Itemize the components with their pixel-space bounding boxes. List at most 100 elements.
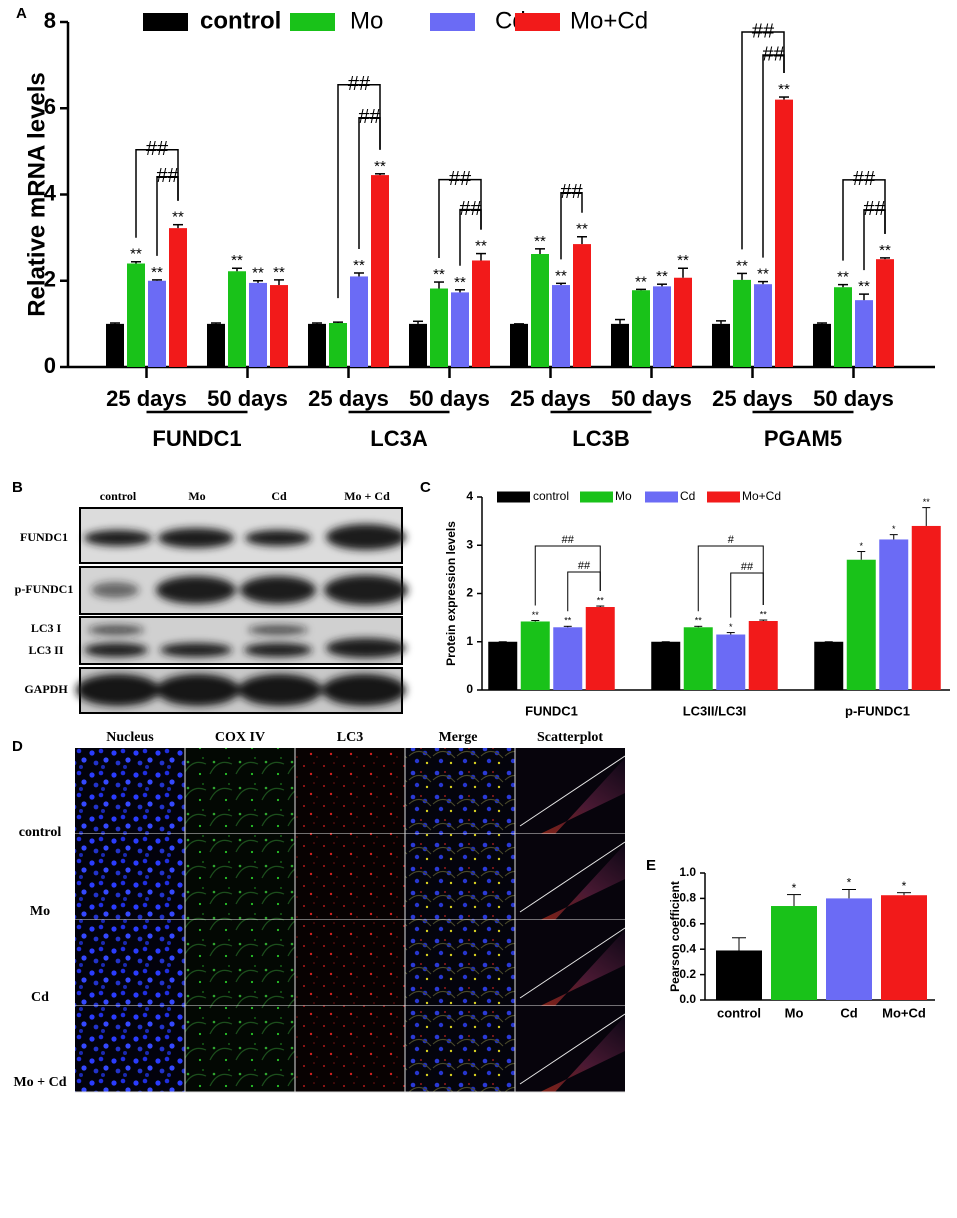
bar	[826, 898, 872, 1000]
significance-label: **	[879, 242, 891, 259]
micrograph	[295, 834, 405, 920]
bar	[148, 280, 166, 367]
significance-label: **	[677, 252, 689, 269]
microscopy-row-label: control	[19, 825, 62, 840]
x-tick-label: Mo+Cd	[882, 1005, 926, 1020]
bar	[573, 244, 591, 367]
bar	[472, 260, 490, 367]
significance-label: **	[656, 268, 668, 285]
y-tick-label: 2	[44, 267, 56, 292]
blot-panel: control Mo Cd Mo + Cd FUNDC1 p-FUNDC1 LC…	[15, 489, 408, 714]
blot-row-label: FUNDC1	[20, 530, 68, 544]
significance-label: **	[858, 278, 870, 295]
significance-label: **	[353, 257, 365, 274]
micrograph	[75, 748, 185, 834]
comparison-bracket	[534, 545, 601, 606]
bar	[712, 323, 730, 367]
y-tick-label: 0.4	[679, 941, 696, 955]
y-tick-label: 0	[466, 682, 473, 696]
significance-label: **	[151, 264, 163, 281]
panel-label: A	[16, 5, 27, 22]
x-tick-label: FUNDC1	[525, 703, 578, 718]
x-tick-label: p-FUNDC1	[845, 703, 910, 718]
microscopy-row-label: Mo + Cd	[13, 1075, 66, 1090]
microscopy-column-label: LC3	[337, 730, 363, 745]
comparison-label: ##	[562, 534, 575, 546]
y-tick-label: 0.6	[679, 916, 696, 930]
significance-label: **	[252, 265, 264, 282]
significance-label: **	[757, 266, 769, 283]
panel-label: D	[12, 738, 23, 755]
significance-label: **	[555, 267, 567, 284]
y-tick-label: 1	[466, 634, 473, 648]
group-label: LC3A	[370, 426, 428, 451]
comparison-label: ##	[853, 168, 876, 190]
significance-label: **	[837, 269, 849, 286]
significance-label: *	[902, 879, 907, 893]
y-tick-label: 0.0	[679, 992, 696, 1006]
significance-label: **	[534, 233, 546, 250]
significance-label: **	[433, 266, 445, 283]
x-tick-label: 50 days	[611, 386, 692, 411]
blot-row-label: GAPDH	[24, 682, 68, 696]
significance-label: **	[532, 610, 540, 620]
bar	[552, 285, 570, 367]
legend-label: Mo	[615, 489, 632, 503]
significance-label: **	[130, 246, 142, 263]
micrograph	[405, 1006, 515, 1092]
comparison-bracket	[459, 208, 482, 266]
bar	[775, 99, 793, 367]
significance-label: **	[564, 616, 572, 626]
bar	[488, 641, 518, 690]
comparison-bracket	[842, 179, 886, 261]
comparison-label: ##	[449, 168, 472, 190]
significance-label: **	[454, 274, 466, 291]
x-tick-label: 25 days	[510, 386, 591, 411]
comparison-bracket	[567, 571, 601, 612]
microscopy-panel: Nucleus COX IV LC3 Merge Scatterplot con…	[13, 730, 626, 1093]
microscopy-row-label: Cd	[31, 990, 49, 1005]
scatter-fit-line	[519, 841, 626, 913]
micrograph	[295, 748, 405, 834]
scatter-density	[515, 1016, 625, 1092]
significance-label: **	[172, 209, 184, 226]
bar	[350, 276, 368, 367]
micrograph	[75, 834, 185, 920]
bar	[771, 906, 817, 1000]
comparison-bracket	[560, 192, 583, 260]
comparison-bracket	[438, 178, 482, 259]
comparison-label: ##	[752, 20, 775, 42]
x-tick-label: 50 days	[813, 386, 894, 411]
comparison-bracket	[156, 175, 179, 256]
x-tick-label: control	[717, 1005, 761, 1020]
scatter-fit-line	[519, 927, 626, 999]
bar	[127, 263, 145, 367]
microscopy-column-label: COX IV	[215, 730, 265, 745]
bar	[371, 175, 389, 367]
significance-label: *	[847, 876, 852, 890]
bar	[674, 277, 692, 367]
significance-label: **	[760, 609, 768, 619]
scatter-fit-line	[519, 755, 626, 827]
legend-swatch	[290, 13, 335, 31]
comparison-label: ##	[348, 73, 371, 95]
bar	[510, 323, 528, 367]
y-tick-label: 3	[466, 537, 473, 551]
bar	[430, 288, 448, 367]
blot-row-label: p-FUNDC1	[15, 582, 74, 596]
micrograph	[75, 1006, 185, 1092]
legend-swatch	[515, 13, 560, 31]
bar	[520, 621, 550, 690]
bar	[228, 271, 246, 367]
x-tick-label: 25 days	[106, 386, 187, 411]
x-tick-label: 50 days	[409, 386, 490, 411]
bar	[733, 279, 751, 367]
y-tick-label: 4	[466, 489, 473, 503]
bar	[553, 627, 583, 690]
micrograph	[295, 1006, 405, 1092]
significance-label: *	[859, 541, 863, 551]
legend-swatch	[143, 13, 188, 31]
bar	[683, 627, 713, 690]
comparison-label: ##	[863, 198, 886, 220]
